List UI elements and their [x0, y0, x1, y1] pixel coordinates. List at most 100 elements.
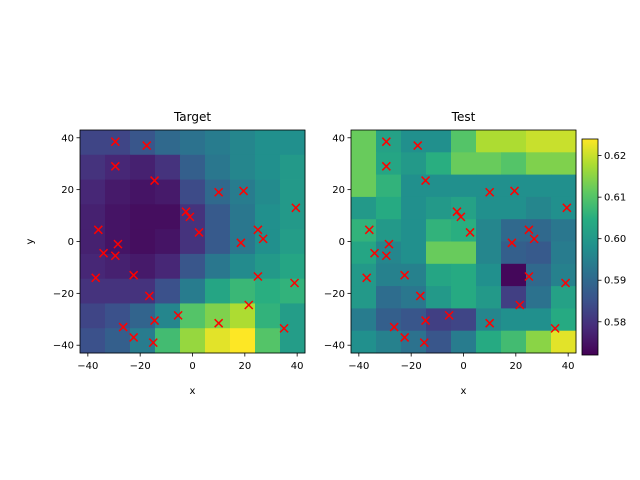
sample-point-marker: [144, 291, 154, 301]
heatmap-cell: [280, 130, 306, 156]
heatmap-cell: [155, 204, 181, 230]
heatmap-cell: [280, 278, 306, 304]
heatmap-cell: [426, 241, 452, 265]
heatmap-cell: [426, 219, 452, 242]
sample-point-marker: [129, 270, 139, 280]
colorbar-tick-label: 0.61: [604, 193, 626, 204]
x-tick-label: −20: [130, 361, 151, 372]
heatmap-cell: [180, 328, 206, 354]
sample-point-marker: [562, 203, 572, 213]
heatmap-cell: [205, 130, 231, 156]
sample-point-marker: [150, 176, 160, 186]
sample-point-marker: [465, 227, 475, 237]
sample-point-marker: [389, 322, 399, 332]
heatmap-cell: [551, 219, 577, 242]
heatmap-cell: [155, 278, 181, 304]
heatmap-cell: [426, 330, 452, 354]
heatmap-cell: [280, 204, 306, 230]
heatmap-cell: [401, 241, 427, 265]
heatmap-cell: [105, 130, 131, 156]
heatmap-cell: [130, 204, 156, 230]
heatmap-cell: [80, 303, 106, 329]
heatmap-cell: [551, 263, 577, 287]
sample-point-marker: [91, 273, 101, 283]
heatmap-cell: [526, 286, 552, 309]
sample-point-marker: [118, 322, 128, 332]
sample-point-marker: [113, 239, 123, 249]
x-tick-label: −40: [77, 361, 98, 372]
heatmap-cell: [501, 196, 527, 220]
heatmap-cell: [501, 308, 527, 332]
sample-point-marker: [214, 318, 224, 328]
heatmap-cell: [476, 286, 502, 309]
target-title: Target: [173, 110, 211, 124]
sample-point-marker: [129, 332, 139, 342]
heatmap-cell: [105, 303, 131, 329]
y-tick-label: −20: [53, 289, 74, 300]
heatmap-cell: [451, 130, 477, 153]
heatmap-cell: [351, 330, 377, 354]
heatmap-cell: [180, 154, 206, 180]
sample-point-marker: [456, 212, 466, 222]
heatmap-cell: [205, 253, 231, 280]
heatmap-cell: [501, 130, 527, 153]
sample-point-marker: [452, 207, 462, 217]
sample-point-marker: [181, 207, 191, 217]
sample-point-marker: [381, 137, 391, 147]
heatmap-cell: [230, 278, 256, 304]
heatmap-cell: [426, 263, 452, 287]
heatmap-cell: [451, 241, 477, 265]
heatmap-cell: [155, 328, 181, 354]
heatmap-cell: [155, 303, 181, 329]
heatmap-cell: [476, 330, 502, 354]
sample-point-marker: [258, 234, 268, 244]
sample-point-marker: [244, 300, 254, 310]
sample-point-marker: [384, 239, 394, 249]
x-tick-label: 0: [189, 361, 195, 372]
sample-point-marker: [421, 176, 431, 186]
sample-point-marker: [253, 225, 263, 235]
heatmap-cell: [205, 328, 231, 354]
sample-point-marker: [381, 251, 391, 261]
heatmap-cell: [80, 278, 106, 304]
sample-point-marker: [485, 318, 495, 328]
heatmap-cell: [351, 130, 377, 153]
heatmap-cell: [526, 174, 552, 198]
heatmap-cell: [376, 263, 402, 287]
sample-point-marker: [150, 316, 160, 326]
y-tick-label: 20: [332, 185, 345, 196]
sample-point-marker: [370, 248, 380, 258]
sample-point-marker: [485, 187, 495, 197]
sample-point-marker: [415, 291, 425, 301]
sample-point-marker: [110, 251, 120, 261]
heatmap-cell: [180, 204, 206, 230]
heatmap-cell: [351, 241, 377, 265]
heatmap-cell: [351, 196, 377, 220]
heatmap-cell: [230, 130, 256, 156]
x-tick-label: 20: [238, 361, 251, 372]
y-tick-label: 40: [61, 133, 74, 144]
heatmap-cell: [476, 263, 502, 287]
y-tick-label: 0: [68, 237, 74, 248]
sample-point-marker: [413, 141, 423, 151]
heatmap-cell: [105, 179, 131, 205]
test-ticks: −40 −20 0 20 40 −40 −20 0 20 40: [324, 133, 575, 372]
heatmap-cell: [376, 286, 402, 309]
heatmap-cell: [401, 263, 427, 287]
heatmap-cell: [451, 308, 477, 332]
heatmap-cell: [255, 154, 281, 180]
heatmap-cell: [501, 330, 527, 354]
heatmap-cell: [105, 154, 131, 180]
heatmap-cell: [255, 204, 281, 230]
heatmap-cell: [426, 308, 452, 332]
sample-point-marker: [99, 248, 109, 258]
heatmap-cell: [401, 196, 427, 220]
heatmap-cell: [80, 154, 106, 180]
sample-point-marker: [400, 332, 410, 342]
sample-point-marker: [110, 161, 120, 171]
sample-point-marker: [238, 186, 249, 196]
heatmap-cell: [230, 328, 256, 354]
heatmap-cell: [205, 154, 231, 180]
heatmap-cell: [476, 308, 502, 332]
test-panel: Test −40 −20 0 20 40 −40 −20 0 20 40 x: [324, 110, 577, 397]
